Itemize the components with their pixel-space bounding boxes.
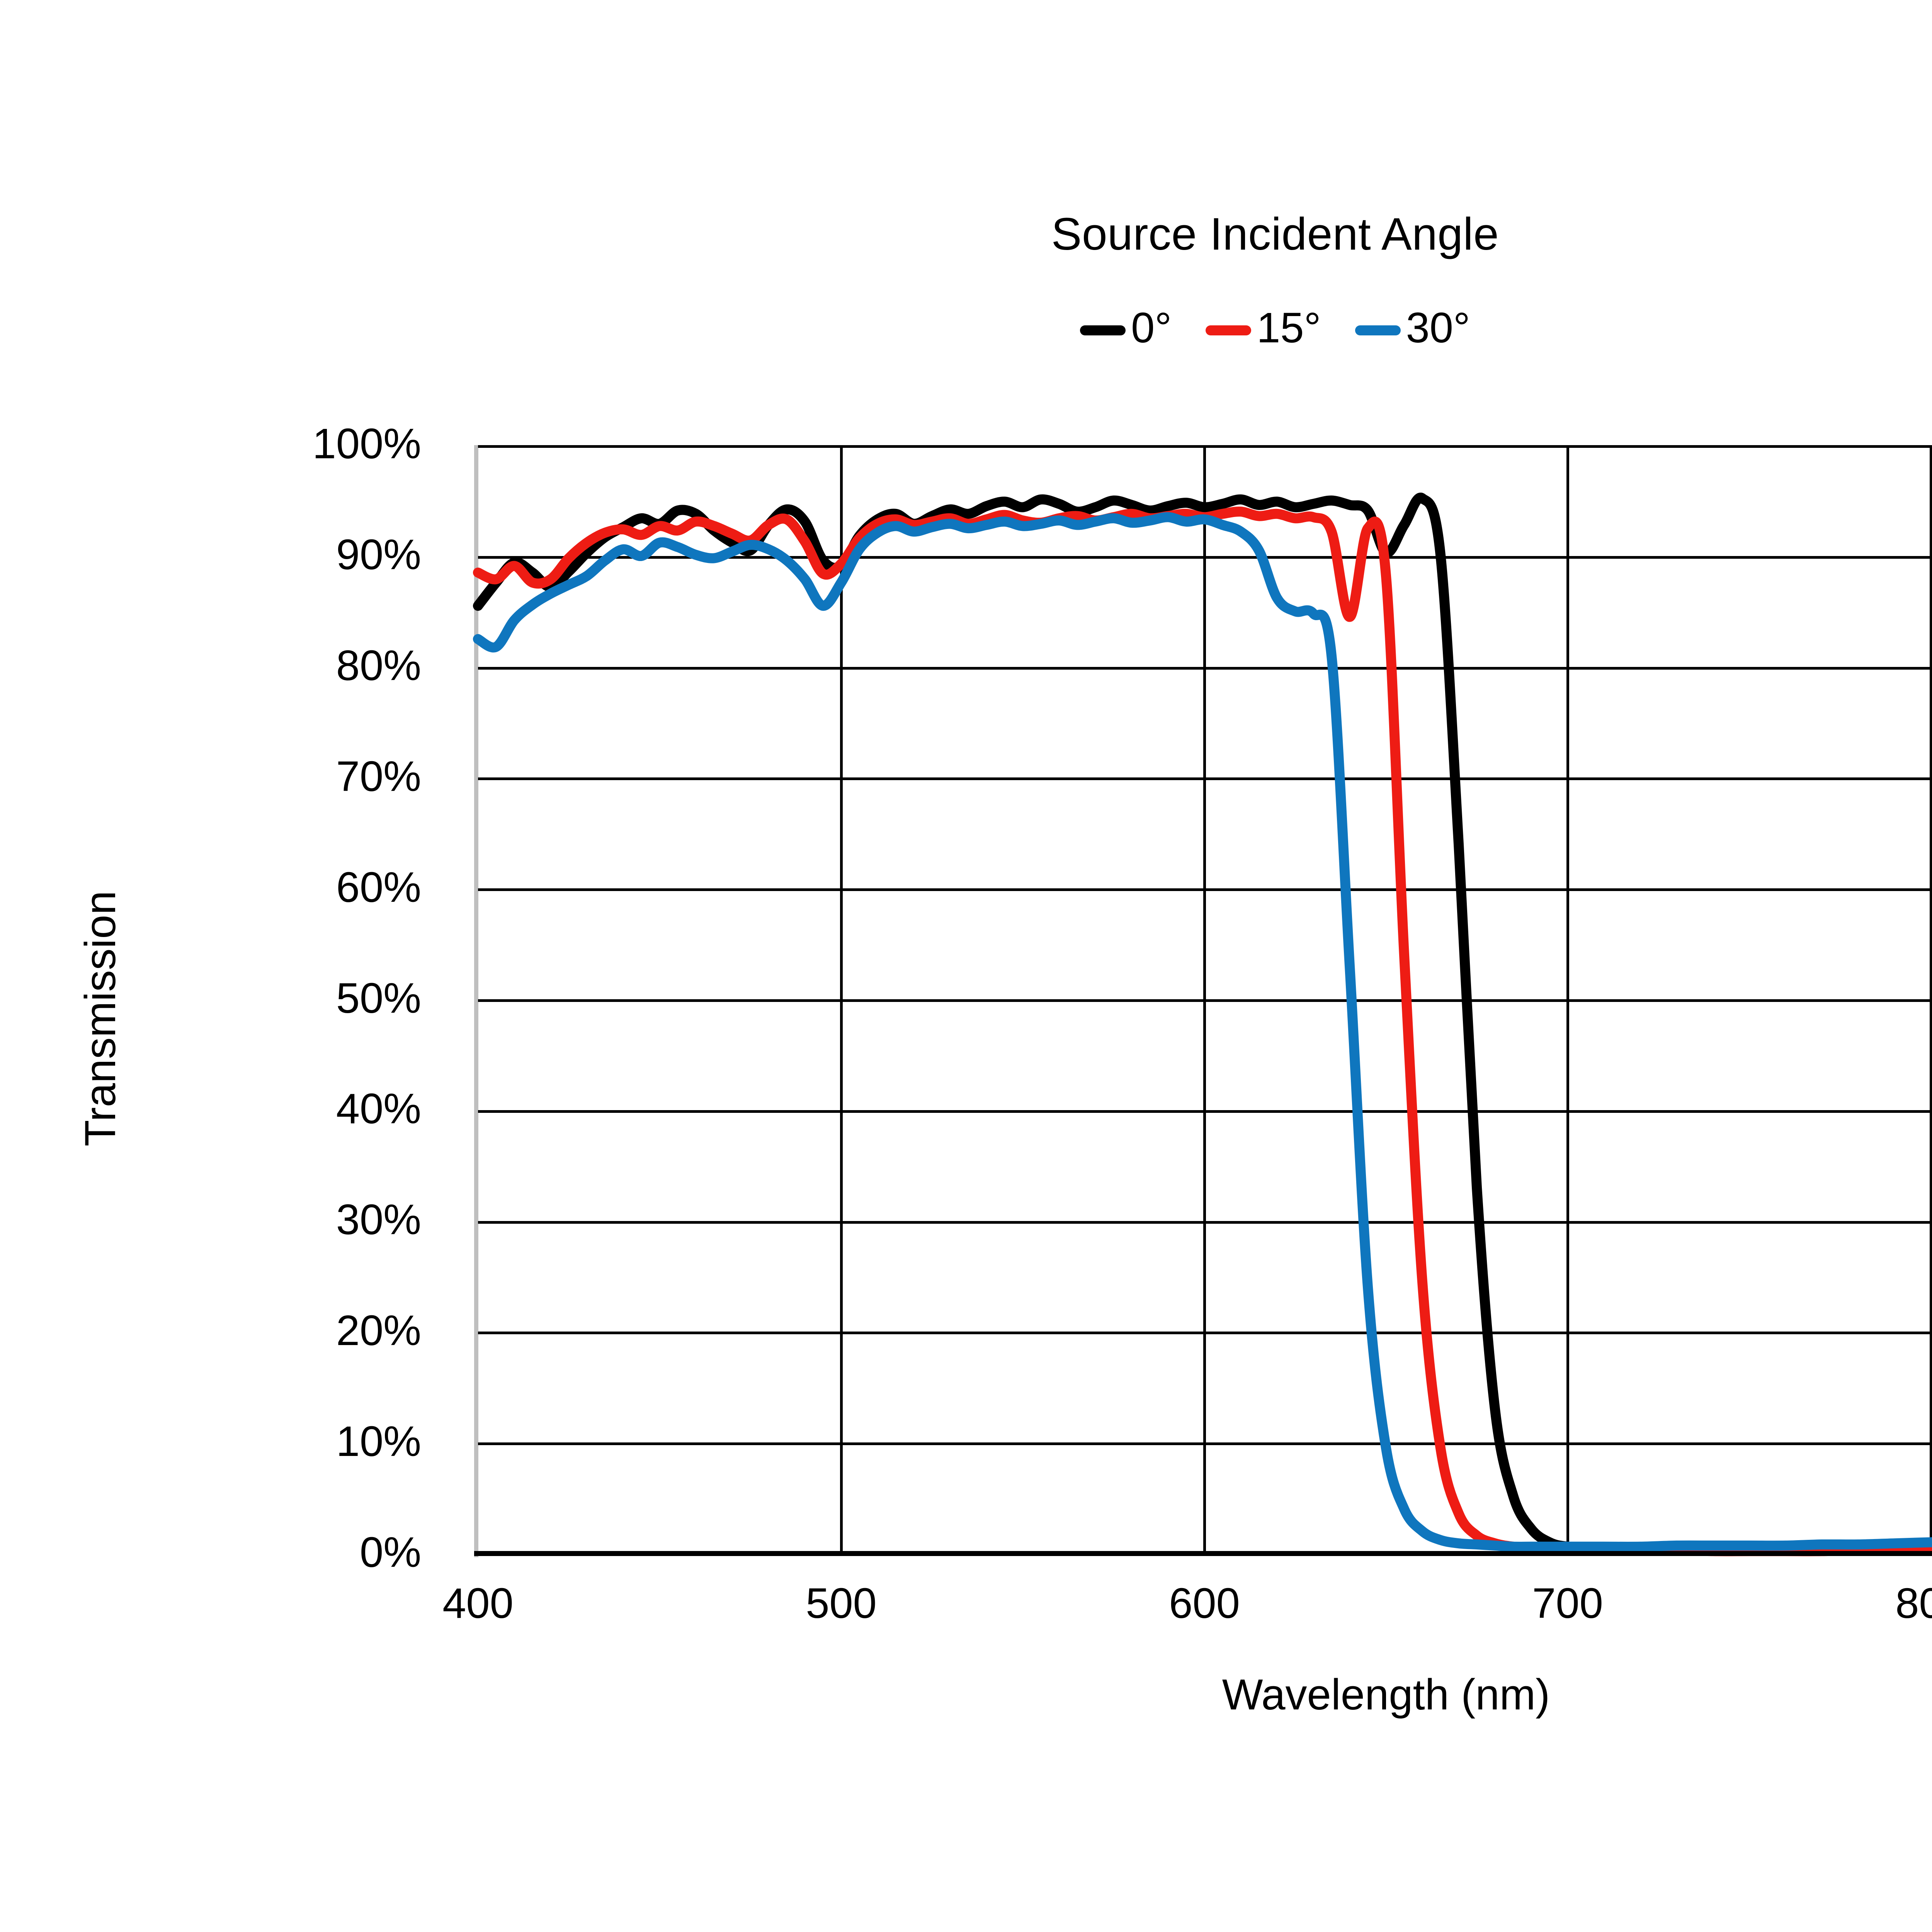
y-tick-80: 80% [336,642,421,689]
legend-label-0deg: 0° [1131,304,1172,352]
gridline-x-800 [1930,445,1932,1553]
series-line-30deg [473,512,1932,1552]
y-tick-30: 30% [336,1196,421,1243]
y-tick-0: 0% [360,1529,421,1576]
y-tick-20: 20% [336,1307,421,1354]
x-tick-400: 400 [442,1580,514,1627]
legend-entry-15deg: 15° [1206,304,1321,352]
x-axis-tick-labels: 400 500 600 700 800 900 [442,1580,1932,1652]
y-tick-50: 50% [336,975,421,1022]
legend-swatch-15deg [1206,325,1252,335]
gridline-x-600 [1203,445,1206,1553]
y-axis-line [474,445,478,1557]
legend-label-15deg: 15° [1257,304,1321,352]
series-line-15deg [473,506,1932,1556]
x-axis-line [474,1551,1932,1556]
legend-label-30deg: 30° [1406,304,1470,352]
chart-legend: 0° 15° 30° [0,304,1932,352]
chart-title: Source Incident Angle [1051,209,1499,260]
legend-entry-0deg: 0° [1080,304,1172,352]
y-axis-title: Transmission [76,891,124,1146]
gridline-x-700 [1566,445,1569,1553]
y-tick-100: 100% [312,420,421,468]
y-tick-90: 90% [336,531,421,578]
y-tick-10: 10% [336,1418,421,1465]
x-tick-500: 500 [806,1580,877,1627]
x-tick-800: 800 [1895,1580,1932,1627]
y-tick-60: 60% [336,864,421,911]
y-axis-tick-labels: 100% 90% 80% 70% 60% 50% 40% 30% 20% 10%… [0,423,448,1574]
y-tick-40: 40% [336,1085,421,1133]
legend-entry-30deg: 30° [1355,304,1470,352]
y-tick-70: 70% [336,753,421,800]
series-canvas [473,492,1932,1556]
gridline-x-500 [840,445,843,1553]
series-line-0deg [473,492,1932,1555]
legend-swatch-0deg [1080,325,1126,335]
x-tick-700: 700 [1532,1580,1603,1627]
x-tick-600: 600 [1169,1580,1240,1627]
legend-swatch-30deg [1355,325,1401,335]
plot-area [473,445,1932,1557]
x-axis-title: Wavelength (nm) [1222,1670,1550,1719]
